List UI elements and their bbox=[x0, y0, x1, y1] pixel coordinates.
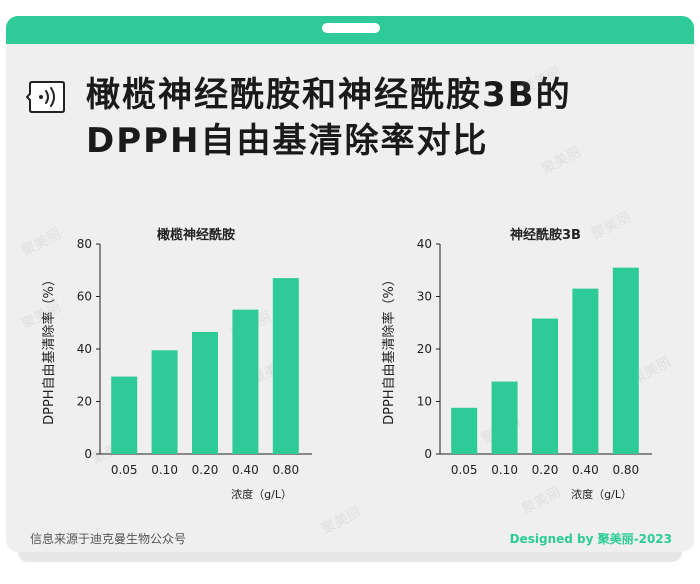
x-tick-label: 0.80 bbox=[272, 463, 299, 477]
bar bbox=[111, 376, 138, 454]
x-tick-label: 0.40 bbox=[232, 463, 259, 477]
bar bbox=[451, 407, 478, 454]
chart-2: 0 10 20 30 40 DPPH自由基清除率（%） 0.05 0.10 0.20 0.40 0.… bbox=[381, 237, 652, 501]
bar bbox=[151, 350, 178, 454]
top-bar bbox=[6, 16, 694, 44]
title-line-1: 橄榄神经酰胺和神经酰胺3B的 bbox=[86, 75, 572, 115]
design-credit: Designed by 聚美丽-2023 bbox=[509, 532, 672, 546]
source-note: 信息来源于迪克曼生物公众号 bbox=[30, 532, 187, 546]
x-tick-label: 0.20 bbox=[192, 463, 219, 477]
speaker-bubble-icon bbox=[26, 81, 65, 113]
y-tick-label: 30 bbox=[417, 290, 432, 304]
bar bbox=[491, 381, 518, 454]
y-tick-label: 60 bbox=[77, 290, 92, 304]
x-axis-label: 浓度（g/L） bbox=[571, 487, 632, 501]
x-axis-label: 浓度（g/L） bbox=[231, 487, 292, 501]
x-tick-label: 0.05 bbox=[451, 463, 478, 477]
title-line-2: DPPH自由基清除率对比 bbox=[86, 121, 489, 161]
bar bbox=[572, 288, 599, 454]
x-tick-label: 0.40 bbox=[572, 463, 599, 477]
page-title: 橄榄神经酰胺和神经酰胺3B的 DPPH自由基清除率对比 bbox=[86, 72, 646, 164]
y-tick-label: 40 bbox=[77, 342, 92, 356]
y-tick-label: 40 bbox=[417, 237, 432, 251]
top-tab bbox=[322, 23, 380, 33]
y-tick-label: 10 bbox=[417, 395, 432, 409]
y-axis-label: DPPH自由基清除率（%） bbox=[381, 273, 397, 425]
bar bbox=[272, 278, 299, 454]
y-tick-label: 0 bbox=[424, 447, 432, 461]
card-shadow bbox=[18, 552, 682, 562]
chart-1: 0 20 40 60 80 DPPH自由基清除率（%） 0.05 0.10 0.20 0.40 0.… bbox=[41, 237, 312, 501]
bar bbox=[192, 331, 218, 454]
bar bbox=[612, 267, 639, 454]
x-tick-label: 0.05 bbox=[111, 463, 138, 477]
card bbox=[6, 16, 694, 552]
y-tick-label: 80 bbox=[77, 237, 92, 251]
bar bbox=[232, 309, 259, 454]
y-tick-label: 20 bbox=[417, 342, 432, 356]
x-tick-label: 0.20 bbox=[532, 463, 559, 477]
chart-2-title: 神经酰胺3B bbox=[510, 228, 581, 243]
chart-1-title: 橄榄神经酰胺 bbox=[157, 228, 236, 243]
x-tick-label: 0.10 bbox=[491, 463, 518, 477]
y-axis-label: DPPH自由基清除率（%） bbox=[41, 273, 57, 425]
x-tick-label: 0.10 bbox=[151, 463, 178, 477]
y-tick-label: 20 bbox=[77, 395, 92, 409]
y-tick-label: 0 bbox=[84, 447, 92, 461]
x-tick-label: 0.80 bbox=[612, 463, 639, 477]
bar bbox=[532, 318, 558, 454]
